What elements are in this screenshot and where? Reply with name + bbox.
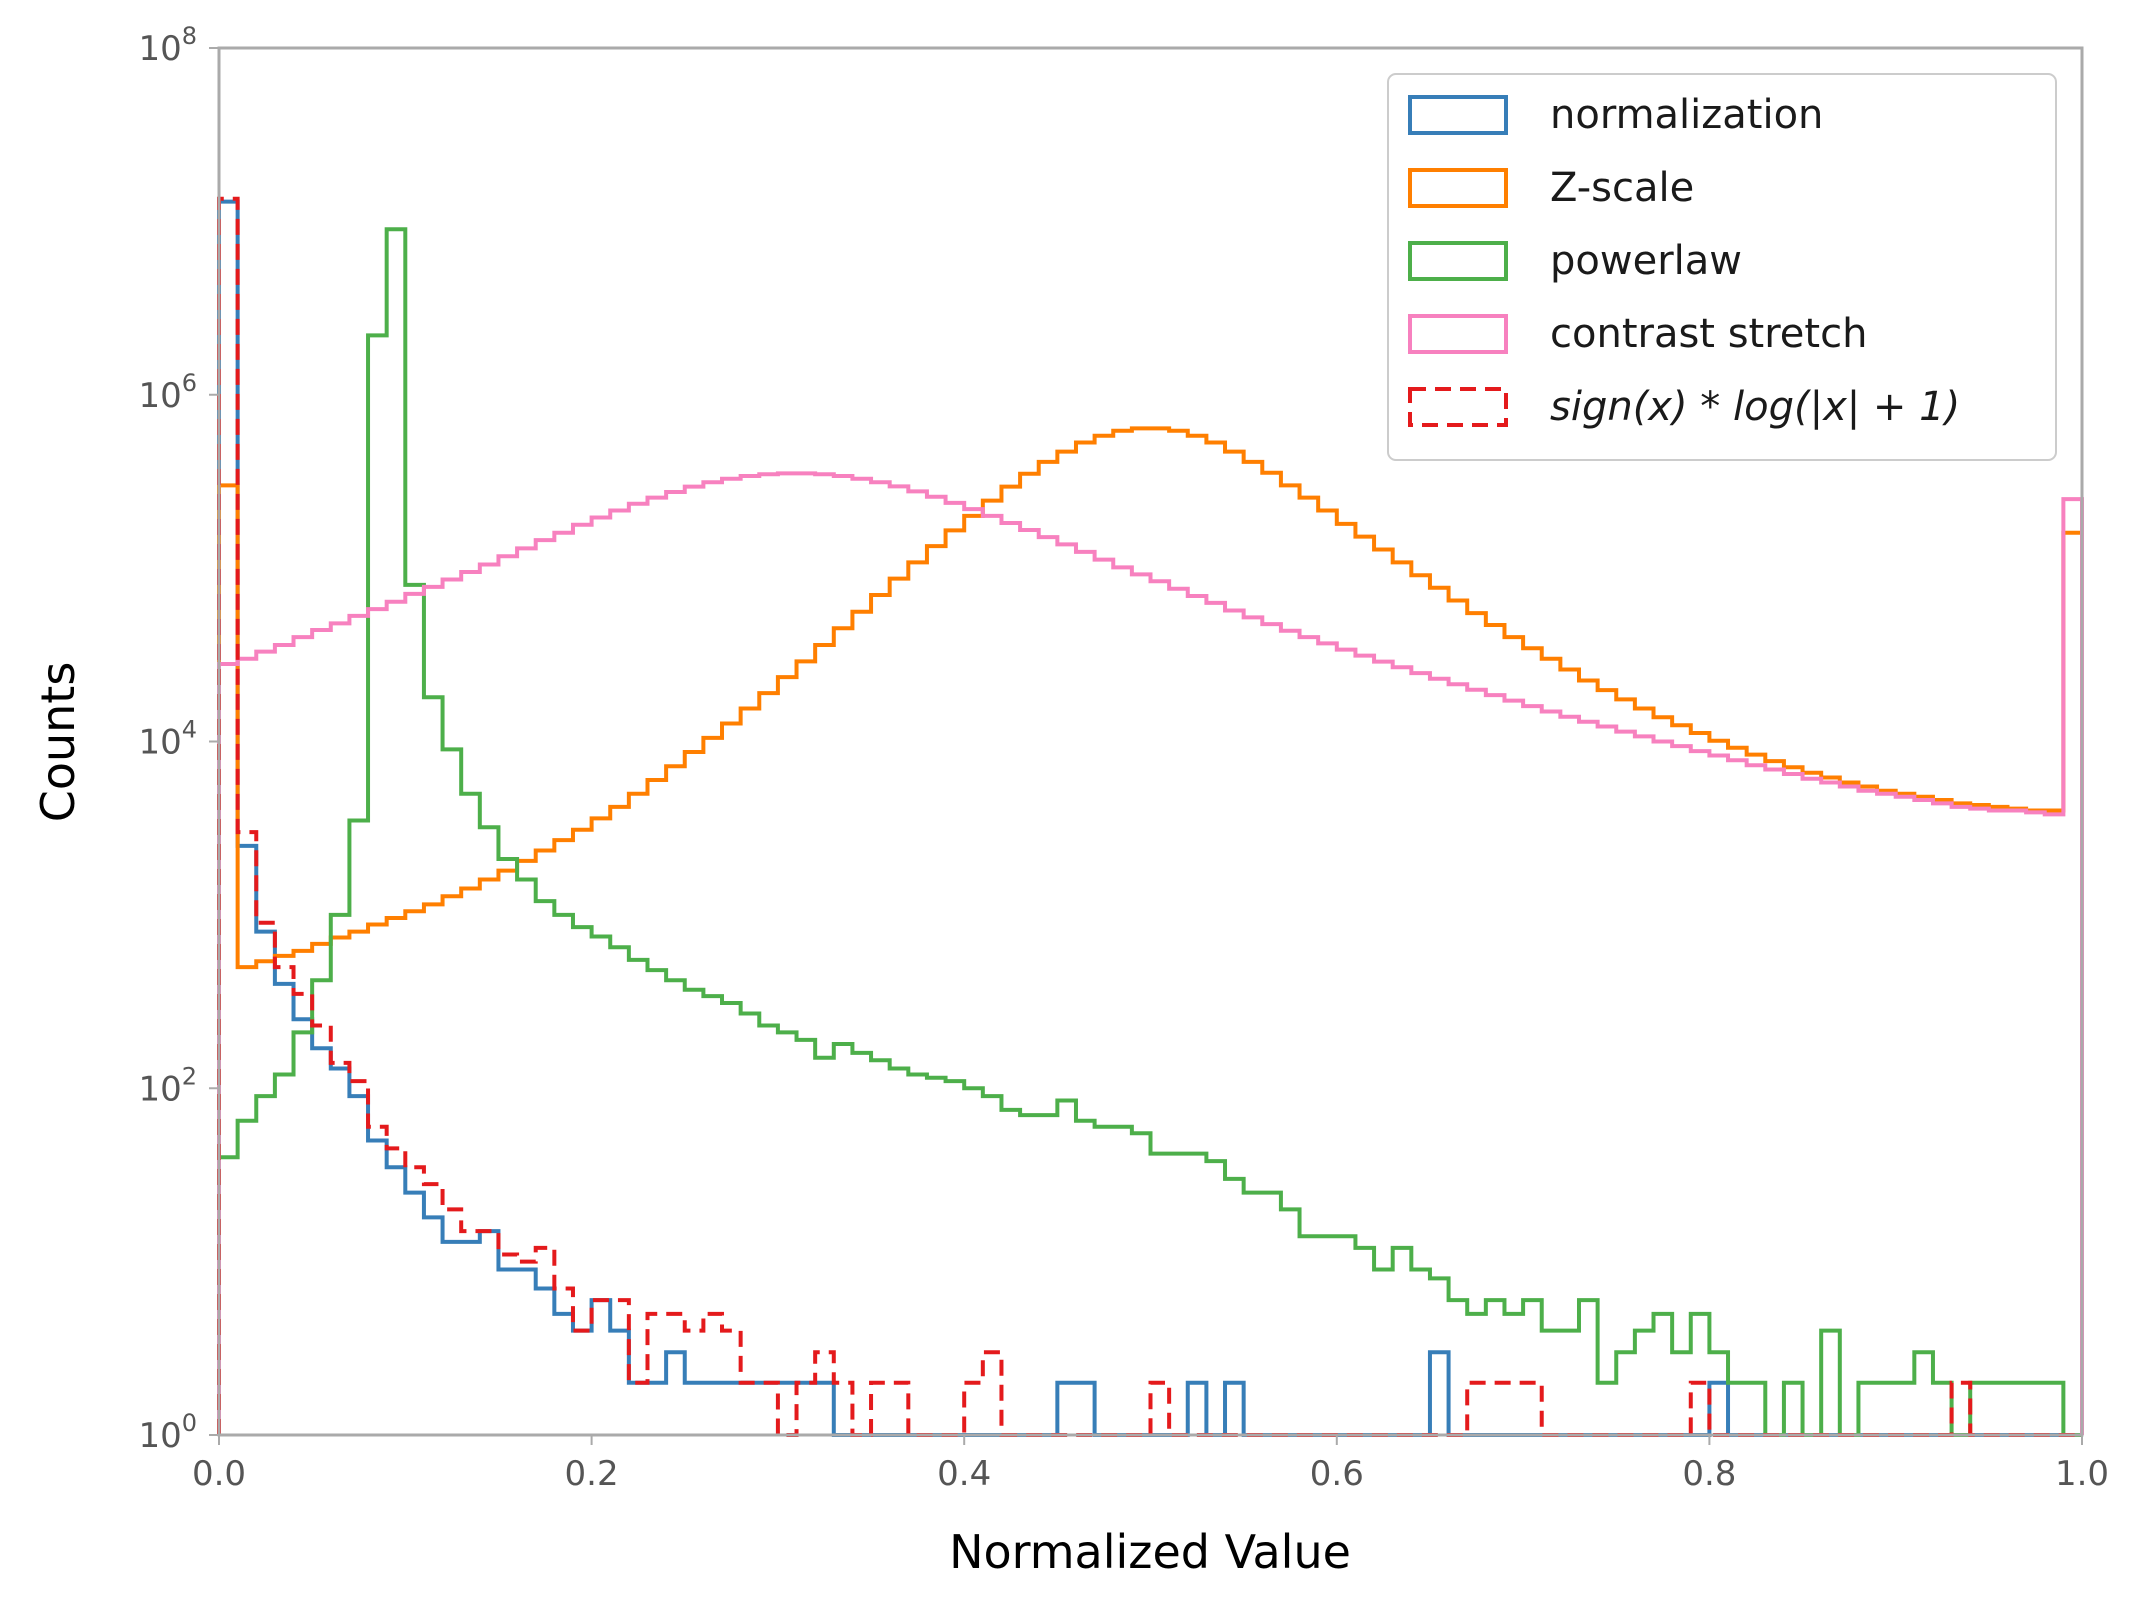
legend-label-normalization: normalization <box>1550 92 1823 138</box>
legend-label-z-scale: Z-scale <box>1550 165 1694 211</box>
x-tick-label: 0.6 <box>1310 1454 1364 1494</box>
x-tick-label: 0.2 <box>565 1454 619 1494</box>
legend-swatch-contrast-stretch <box>1408 314 1508 354</box>
x-tick-label: 0.8 <box>1682 1454 1736 1494</box>
legend-box <box>1387 73 2057 461</box>
legend: normalization Z-scale powerlaw contrast … <box>1387 73 2057 461</box>
legend-swatch-powerlaw <box>1408 241 1508 281</box>
series-contrast-stretch <box>217 471 2084 1435</box>
legend-label-powerlaw: powerlaw <box>1550 238 1742 284</box>
legend-swatch-normalization <box>1408 95 1508 135</box>
y-tick-label: 100 <box>138 1409 197 1456</box>
series-z-scale <box>217 426 2084 1435</box>
x-tick-label: 0.0 <box>192 1454 246 1494</box>
x-axis-ticks: 0.0 0.2 0.4 0.6 0.8 1.0 <box>192 1435 2109 1494</box>
x-tick-label: 1.0 <box>2055 1454 2109 1494</box>
x-axis-title: Normalized Value <box>949 1525 1351 1579</box>
y-tick-label: 108 <box>138 22 197 69</box>
legend-label-contrast-stretch: contrast stretch <box>1550 311 1867 357</box>
y-axis-ticks: 100 102 104 106 108 <box>138 22 219 1456</box>
y-axis-title: Counts <box>31 662 85 823</box>
legend-swatch-z-scale <box>1408 168 1508 208</box>
legend-swatch-signlog <box>1408 387 1508 427</box>
series-powerlaw <box>217 227 2082 1437</box>
legend-label-signlog: sign(x) * log(|x| + 1) <box>1550 384 1960 430</box>
y-tick-label: 106 <box>138 369 197 416</box>
y-tick-label: 102 <box>138 1062 197 1109</box>
x-tick-label: 0.4 <box>937 1454 991 1494</box>
y-tick-label: 104 <box>138 716 197 763</box>
